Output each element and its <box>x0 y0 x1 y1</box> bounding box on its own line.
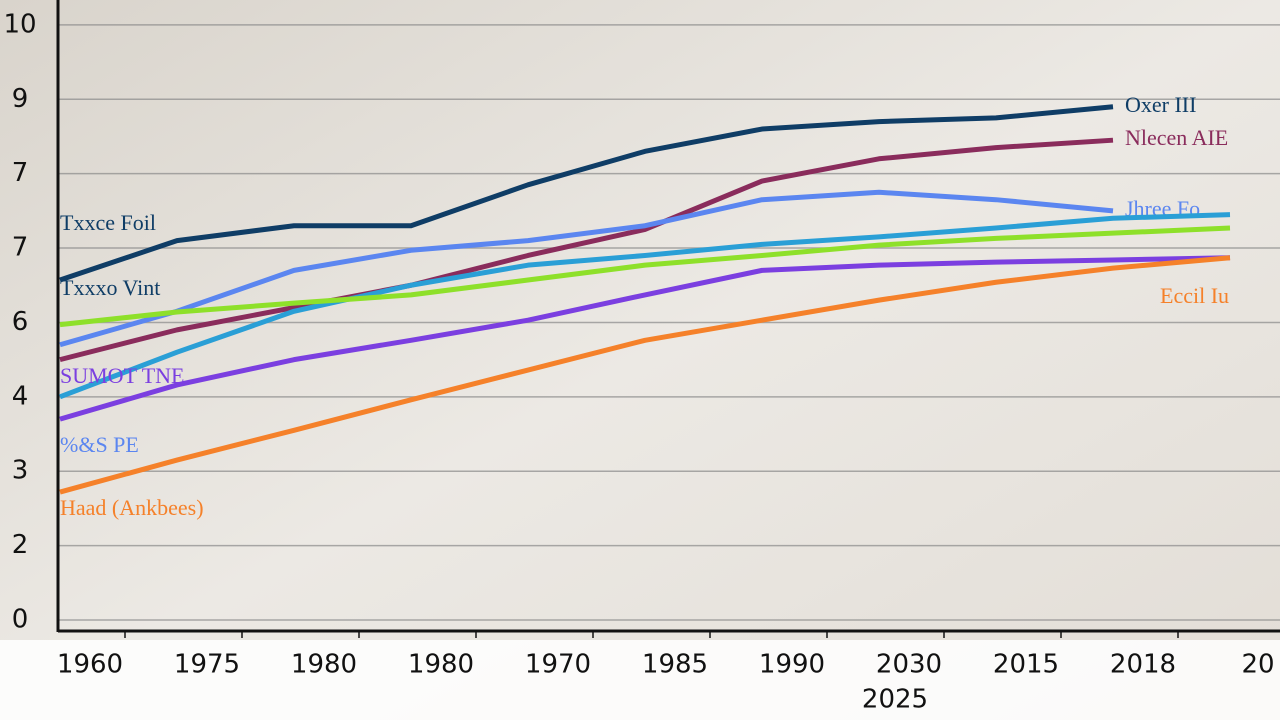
x-tick-label: 2015 <box>993 650 1059 680</box>
x-tick-label: 20 <box>1241 650 1274 680</box>
series-line <box>59 104 1114 283</box>
x-tick-label: 2030 <box>876 650 942 680</box>
x-tick-label: 1990 <box>759 650 825 680</box>
y-tick-label: 10 <box>3 9 36 39</box>
x-tick-label: 1980 <box>291 650 357 680</box>
y-tick-label: 6 <box>12 307 29 337</box>
x-tick-label: 1985 <box>642 650 708 680</box>
annotation: Txxce Foil <box>60 210 156 235</box>
x-tick-label: 1960 <box>57 650 123 680</box>
legend-label: Nlecen AIE <box>1125 125 1228 150</box>
series-line <box>59 225 1231 328</box>
x-tick-label: 1970 <box>525 650 591 680</box>
legend-label: Eccil Iu <box>1160 283 1229 308</box>
annotation: Txxxo Vint <box>60 275 160 300</box>
y-tick-label: 7 <box>12 233 29 263</box>
x-tick-label: 2018 <box>1110 650 1176 680</box>
series-line <box>59 255 1231 495</box>
x-tick-label: 1980 <box>408 650 474 680</box>
annotation: 2025 <box>862 685 928 715</box>
y-tick-label: 4 <box>12 381 29 411</box>
series-line <box>59 137 1114 363</box>
y-tick-label: 9 <box>12 84 29 114</box>
annotation: Haad (Ankbees) <box>60 495 204 520</box>
series-line <box>59 212 1231 400</box>
y-tick-label: 3 <box>12 456 29 486</box>
x-tick-label: 1975 <box>174 650 240 680</box>
legend-label: Oxer III <box>1125 92 1196 117</box>
annotation: %&S PE <box>60 432 139 457</box>
series-line <box>59 255 1231 422</box>
annotation: SUMOT TNE <box>60 363 184 388</box>
series-line <box>59 189 1114 348</box>
y-tick-label: 0 <box>12 605 29 635</box>
y-tick-label: 2 <box>12 530 29 560</box>
axis-band <box>0 640 1280 720</box>
y-tick-label: 7 <box>12 158 29 188</box>
